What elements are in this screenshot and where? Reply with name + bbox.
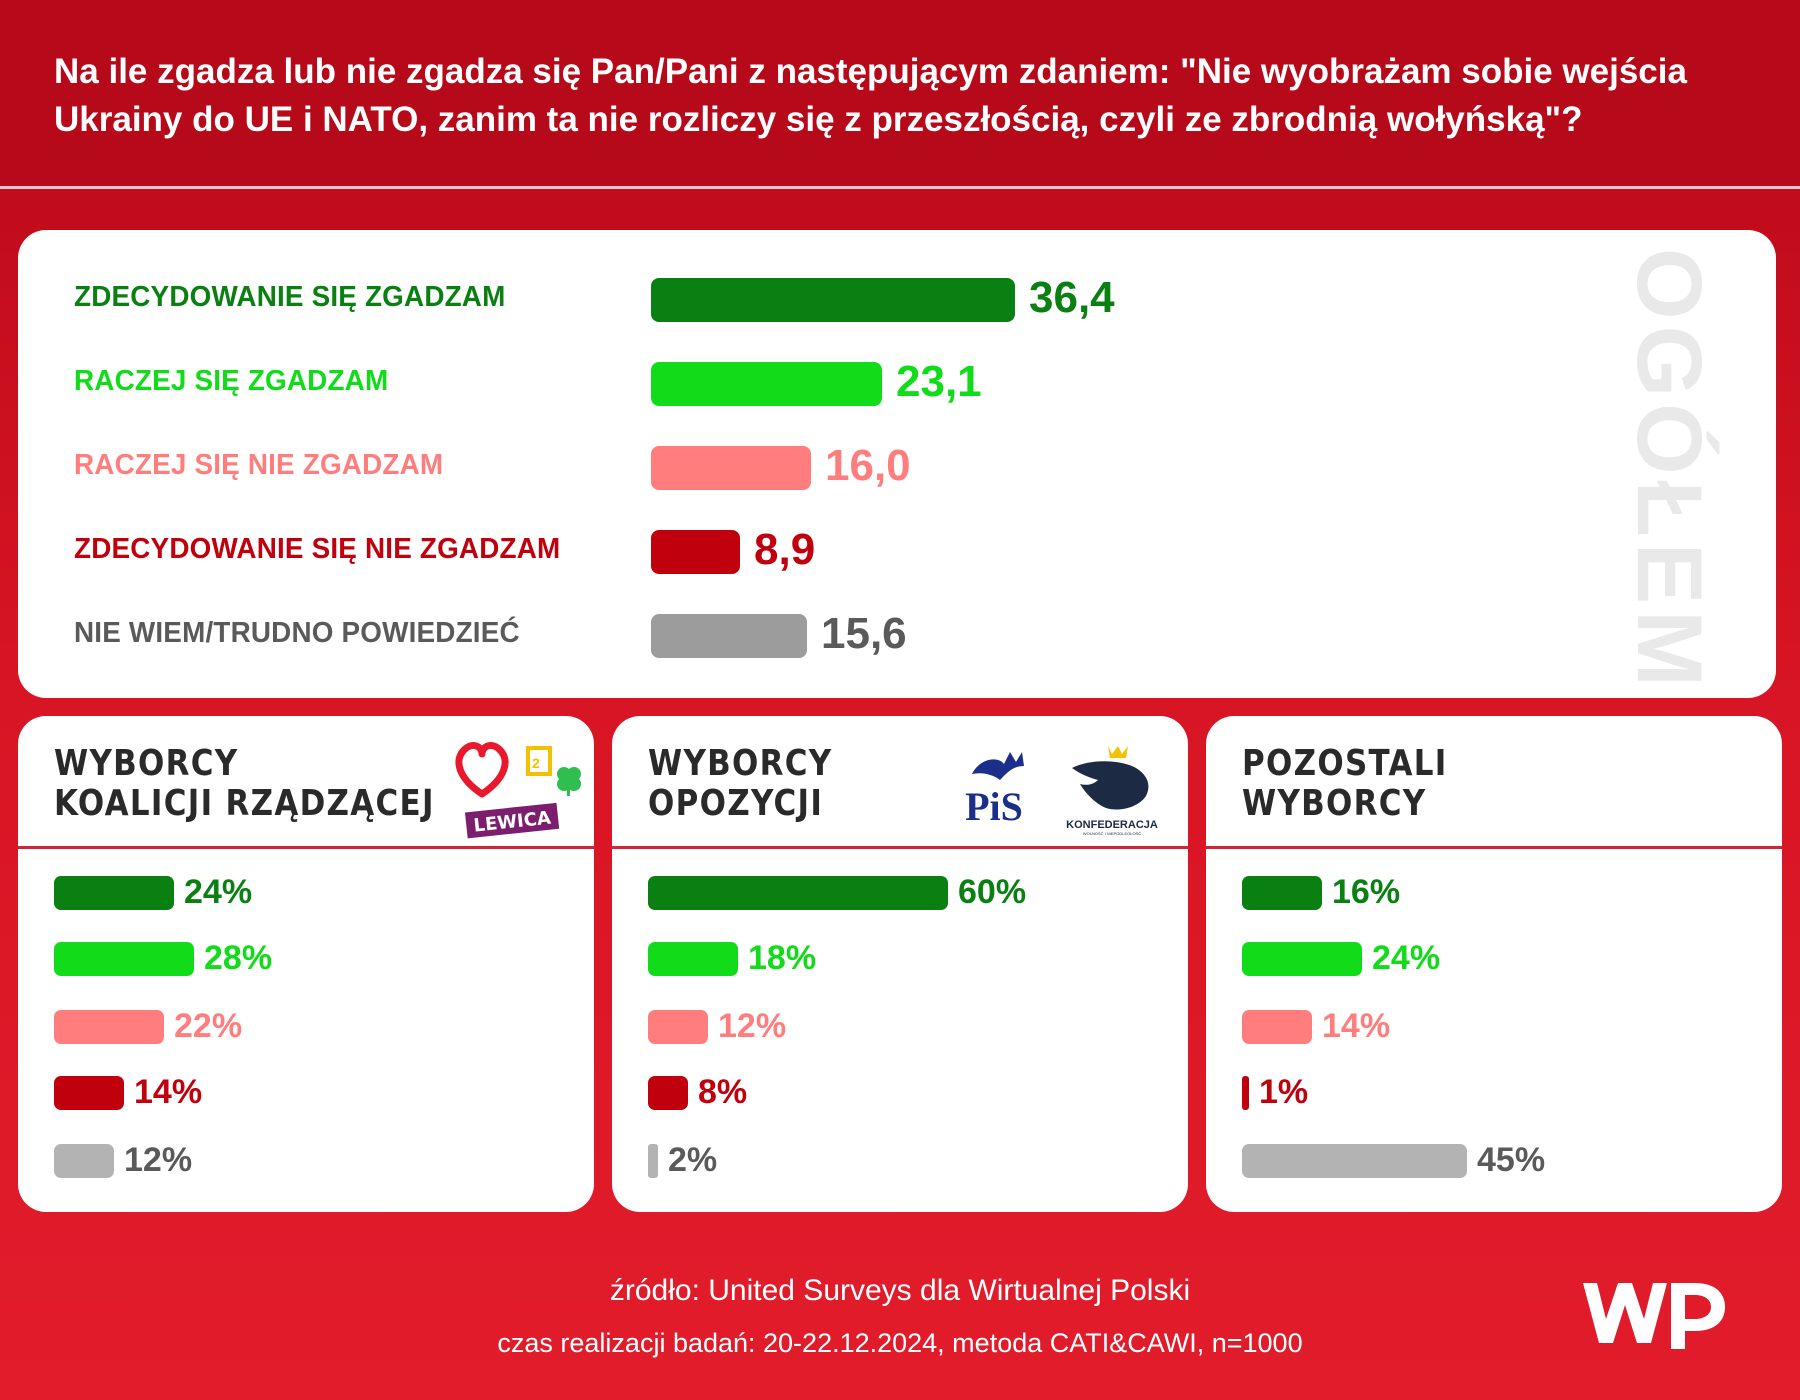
opposition-title-line-1: WYBORCY xyxy=(648,743,833,784)
overall-bar-strongly-disagree xyxy=(651,530,740,574)
overall-value-strongly-disagree: 8,9 xyxy=(754,525,816,574)
opposition-voters-panel: WYBORCY OPOZYCJI PiS KONFEDERACJA WOLNOŚ… xyxy=(612,716,1188,1212)
overall-bar-strongly-agree xyxy=(651,278,1015,322)
opposition-value-strongly-agree: 60% xyxy=(958,873,1027,911)
coalition-value-disagree: 22% xyxy=(174,1007,243,1045)
opposition-bar-strongly-agree xyxy=(648,876,948,910)
crown-icon xyxy=(1108,746,1128,758)
other-bar-disagree xyxy=(1242,1010,1312,1044)
header-divider xyxy=(0,186,1800,189)
overall-value-disagree: 16,0 xyxy=(825,441,911,490)
other-bar-strongly-agree xyxy=(1242,876,1322,910)
svg-text:2: 2 xyxy=(532,755,540,771)
other-value-strongly-agree: 16% xyxy=(1332,873,1401,911)
konfederacja-eagle-icon xyxy=(1072,761,1149,810)
other-divider xyxy=(1206,846,1782,849)
svg-text:PiS: PiS xyxy=(965,784,1023,829)
coalition-bar-agree xyxy=(54,942,194,976)
other-title-line-1: POZOSTALI xyxy=(1242,743,1448,784)
overall-title: OGÓŁEM xyxy=(1617,247,1720,693)
overall-label-dont-know: NIE WIEM/TRUDNO POWIEDZIEĆ xyxy=(74,617,520,649)
opposition-bar-agree xyxy=(648,942,738,976)
coalition-bar-strongly-agree xyxy=(54,876,174,910)
coalition-title-line-2: KOALICJI RZĄDZĄCEJ xyxy=(54,783,435,824)
other-bar-dont-know xyxy=(1242,1144,1467,1178)
opposition-bar-disagree xyxy=(648,1010,708,1044)
overall-label-disagree: RACZEJ SIĘ NIE ZGADZAM xyxy=(74,449,444,481)
coalition-value-strongly-disagree: 14% xyxy=(134,1073,203,1111)
other-bar-strongly-disagree xyxy=(1242,1076,1249,1110)
svg-text:WP: WP xyxy=(1575,1265,1577,1266)
chart-title: Na ile zgadza lub nie zgadza się Pan/Pan… xyxy=(54,52,1687,139)
wp-logo: WP xyxy=(1575,1265,1735,1370)
opposition-divider xyxy=(612,846,1188,849)
heart-icon xyxy=(455,741,509,798)
opposition-value-disagree: 12% xyxy=(718,1007,787,1045)
svg-text:WOLNOŚĆ I NIEPODLEGŁOŚĆ: WOLNOŚĆ I NIEPODLEGŁOŚĆ xyxy=(1083,831,1141,836)
overall-value-agree: 23,1 xyxy=(896,357,982,406)
opposition-value-strongly-disagree: 8% xyxy=(698,1073,748,1111)
other-value-disagree: 14% xyxy=(1322,1007,1391,1045)
other-value-dont-know: 45% xyxy=(1477,1141,1546,1179)
konfederacja-logo: KONFEDERACJA WOLNOŚĆ I NIEPODLEGŁOŚĆ xyxy=(1062,738,1162,843)
overall-vertical-label: OGÓŁEM xyxy=(1618,248,1720,693)
eagle-icon xyxy=(972,752,1024,780)
coalition-value-agree: 28% xyxy=(204,939,273,977)
pis-logo: PiS xyxy=(950,740,1040,835)
overall-value-dont-know: 15,6 xyxy=(821,609,907,658)
coalition-bar-dont-know xyxy=(54,1144,114,1178)
overall-label-strongly-disagree: ZDECYDOWANIE SIĘ NIE ZGADZAM xyxy=(74,533,561,565)
other-panel-title: POZOSTALI WYBORCY xyxy=(1242,744,1448,824)
opposition-panel-title: WYBORCY OPOZYCJI xyxy=(648,744,832,824)
clover-icon xyxy=(557,767,581,796)
coalition-bar-disagree xyxy=(54,1010,164,1044)
coalition-title-line-1: WYBORCY xyxy=(54,743,239,784)
coalition-voters-panel: WYBORCY KOALICJI RZĄDZĄCEJ 2 LEWICA 24% 2… xyxy=(18,716,594,1212)
coalition-party-logos: 2 LEWICA xyxy=(448,730,588,845)
header xyxy=(0,0,1800,187)
coalition-value-dont-know: 12% xyxy=(124,1141,193,1179)
other-title-line-2: WYBORCY xyxy=(1242,783,1427,824)
footer-method: czas realizacji badań: 20-22.12.2024, me… xyxy=(497,1328,1303,1358)
opposition-title-line-2: OPOZYCJI xyxy=(648,783,824,824)
overall-panel: OGÓŁEM ZDECYDOWANIE SIĘ ZGADZAM 36,4 RACZE… xyxy=(18,230,1776,698)
overall-label-strongly-agree: ZDECYDOWANIE SIĘ ZGADZAM xyxy=(74,281,506,313)
overall-bar-dont-know xyxy=(651,614,807,658)
opposition-bar-dont-know xyxy=(648,1144,658,1178)
other-value-agree: 24% xyxy=(1372,939,1441,977)
footer-source: źródło: United Surveys dla Wirtualnej Po… xyxy=(609,1274,1191,1307)
opposition-value-agree: 18% xyxy=(748,939,817,977)
svg-text:KONFEDERACJA: KONFEDERACJA xyxy=(1066,819,1158,831)
other-bar-agree xyxy=(1242,942,1362,976)
coalition-bar-strongly-disagree xyxy=(54,1076,124,1110)
opposition-bar-strongly-disagree xyxy=(648,1076,688,1110)
third-way-logo xyxy=(526,746,552,776)
other-value-strongly-disagree: 1% xyxy=(1259,1073,1309,1111)
overall-label-agree: RACZEJ SIĘ ZGADZAM xyxy=(74,365,389,397)
opposition-value-dont-know: 2% xyxy=(668,1141,718,1179)
coalition-panel-title: WYBORCY KOALICJI RZĄDZĄCEJ xyxy=(54,744,435,824)
overall-bar-agree xyxy=(651,362,882,406)
coalition-divider xyxy=(18,846,594,849)
other-voters-panel: POZOSTALI WYBORCY 16% 24% 14% 1% 45% xyxy=(1206,716,1782,1212)
overall-value-strongly-agree: 36,4 xyxy=(1029,273,1115,322)
overall-bar-disagree xyxy=(651,446,811,490)
coalition-value-strongly-agree: 24% xyxy=(184,873,253,911)
